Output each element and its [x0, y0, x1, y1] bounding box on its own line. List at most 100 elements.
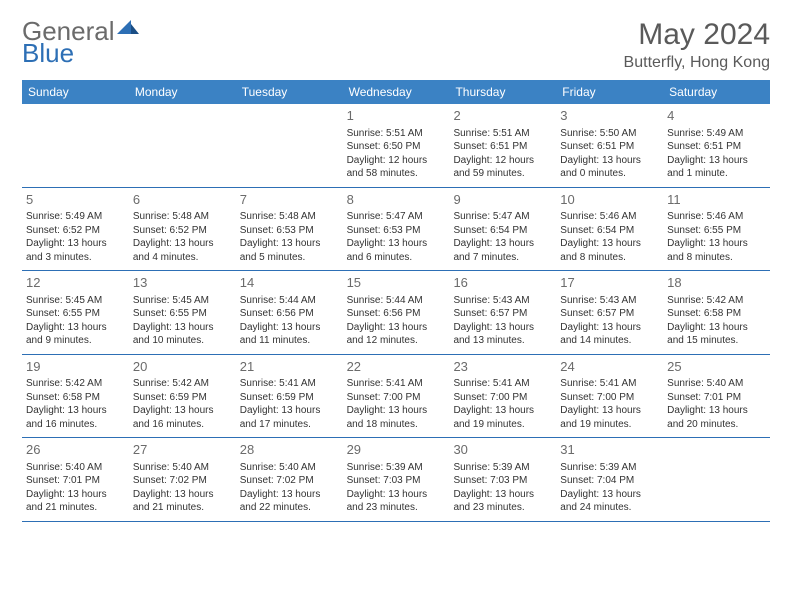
sunset-line: Sunset: 6:54 PM: [560, 224, 659, 238]
day-number: 13: [133, 274, 232, 292]
day-cell: 8Sunrise: 5:47 AMSunset: 6:53 PMDaylight…: [343, 188, 450, 271]
sunset-line: Sunset: 6:51 PM: [560, 140, 659, 154]
sunrise-line: Sunrise: 5:40 AM: [133, 461, 232, 475]
day-number: 29: [347, 441, 446, 459]
day-number: 12: [26, 274, 125, 292]
daylight-line: Daylight: 13 hours and 16 minutes.: [26, 404, 125, 431]
day-cell: 26Sunrise: 5:40 AMSunset: 7:01 PMDayligh…: [22, 438, 129, 521]
daylight-line: Daylight: 13 hours and 12 minutes.: [347, 321, 446, 348]
sunset-line: Sunset: 7:01 PM: [26, 474, 125, 488]
daylight-line: Daylight: 13 hours and 4 minutes.: [133, 237, 232, 264]
week-row: 5Sunrise: 5:49 AMSunset: 6:52 PMDaylight…: [22, 188, 770, 272]
sunrise-line: Sunrise: 5:42 AM: [133, 377, 232, 391]
day-cell: 3Sunrise: 5:50 AMSunset: 6:51 PMDaylight…: [556, 104, 663, 187]
daylight-line: Daylight: 13 hours and 19 minutes.: [560, 404, 659, 431]
day-cell: 28 Sunrise: 5:40 AMSunset: 7:02 PMDayligh…: [236, 438, 343, 521]
daylight-line: Daylight: 13 hours and 19 minutes.: [453, 404, 552, 431]
header: GeneralBlue May 2024 Butterfly, Hong Kon…: [22, 18, 770, 72]
sunset-line: Sunset: 6:55 PM: [133, 307, 232, 321]
sunrise-line: Sunrise: 5:41 AM: [453, 377, 552, 391]
sunrise-line: Sunrise: 5:40 AM: [240, 461, 339, 475]
sunset-line: Sunset: 6:55 PM: [667, 224, 766, 238]
sunrise-line: Sunrise: 5:46 AM: [667, 210, 766, 224]
sunset-line: Sunset: 7:03 PM: [453, 474, 552, 488]
sunrise-line: Sunrise: 5:48 AM: [133, 210, 232, 224]
day-cell-blank: [236, 104, 343, 187]
day-number: 2: [453, 107, 552, 125]
sunset-line: Sunset: 7:04 PM: [560, 474, 659, 488]
day-number: 3: [560, 107, 659, 125]
weeks-container: 1 Sunrise: 5:51 AM Sunset: 6:50 PM Daylight…: [22, 104, 770, 522]
daylight-line: Daylight: 13 hours and 6 minutes.: [347, 237, 446, 264]
day-cell-blank: [129, 104, 236, 187]
week-row: 12Sunrise: 5:45 AMSunset: 6:55 PMDayligh…: [22, 271, 770, 355]
day-cell: 5Sunrise: 5:49 AMSunset: 6:52 PMDaylight…: [22, 188, 129, 271]
sunrise-line: Sunrise: 5:48 AM: [240, 210, 339, 224]
sunrise-line: Sunrise: 5:50 AM: [560, 127, 659, 141]
sunrise-line: Sunrise: 5:51 AM: [453, 127, 552, 141]
day-number: 26: [26, 441, 125, 459]
brand-logo: GeneralBlue: [22, 18, 139, 66]
daylight-line: Daylight: 13 hours and 15 minutes.: [667, 321, 766, 348]
day-number: 6: [133, 191, 232, 209]
day-cell: 1Sunrise: 5:51 AMSunset: 6:50 PMDaylight…: [343, 104, 450, 187]
day-number: 9: [453, 191, 552, 209]
day-cell: 20Sunrise: 5:42 AMSunset: 6:59 PMDayligh…: [129, 355, 236, 438]
sunset-line: Sunset: 6:53 PM: [347, 224, 446, 238]
day-number: 1: [347, 107, 446, 125]
sunset-line: Sunset: 6:58 PM: [667, 307, 766, 321]
daylight-line: Daylight: 13 hours and 13 minutes.: [453, 321, 552, 348]
day-cell: 12Sunrise: 5:45 AMSunset: 6:55 PMDayligh…: [22, 271, 129, 354]
day-number: 22: [347, 358, 446, 376]
daylight-line: Daylight: 13 hours and 22 minutes.: [240, 488, 339, 515]
day-number: 17: [560, 274, 659, 292]
day-number: 31: [560, 441, 659, 459]
weekday-header-row: SundayMondayTuesdayWednesdayThursdayFrid…: [22, 80, 770, 104]
day-cell: 21Sunrise: 5:41 AMSunset: 6:59 PMDayligh…: [236, 355, 343, 438]
weekday-header: Sunday: [22, 80, 129, 104]
day-number: 10: [560, 191, 659, 209]
weekday-header: Tuesday: [236, 80, 343, 104]
day-number: 11: [667, 191, 766, 209]
brand-mark-icon: [117, 12, 139, 28]
sunset-line: Sunset: 6:56 PM: [347, 307, 446, 321]
day-cell: 22Sunrise: 5:41 AMSunset: 7:00 PMDayligh…: [343, 355, 450, 438]
day-number: 24: [560, 358, 659, 376]
daylight-line: Daylight: 13 hours and 18 minutes.: [347, 404, 446, 431]
day-cell: 2 Sunrise: 5:51 AMSunset: 6:51 PMDaylight…: [449, 104, 556, 187]
sunrise-line: Sunrise: 5:49 AM: [667, 127, 766, 141]
sunrise-line: Sunrise: 5:47 AM: [347, 210, 446, 224]
daylight-line: Daylight: 13 hours and 20 minutes.: [667, 404, 766, 431]
daylight-line: Daylight: 13 hours and 7 minutes.: [453, 237, 552, 264]
sunrise-line: Sunrise: 5:41 AM: [240, 377, 339, 391]
sunset-line: Sunset: 6:51 PM: [453, 140, 552, 154]
sunrise-line: Sunrise: 5:44 AM: [347, 294, 446, 308]
day-number: 28: [240, 441, 339, 459]
sunset-line: Sunset: 7:00 PM: [347, 391, 446, 405]
week-row: 19Sunrise: 5:42 AMSunset: 6:58 PMDayligh…: [22, 355, 770, 439]
day-number: 16: [453, 274, 552, 292]
daylight-line: Daylight: 12 hours and 59 minutes.: [453, 154, 552, 181]
daylight-line: Daylight: 13 hours and 23 minutes.: [347, 488, 446, 515]
daylight-line: Daylight: 13 hours and 21 minutes.: [26, 488, 125, 515]
sunrise-line: Sunrise: 5:39 AM: [453, 461, 552, 475]
location: Butterfly, Hong Kong: [624, 54, 770, 72]
daylight-line: Daylight: 13 hours and 8 minutes.: [667, 237, 766, 264]
daylight-line: Daylight: 13 hours and 3 minutes.: [26, 237, 125, 264]
sunrise-line: Sunrise: 5:44 AM: [240, 294, 339, 308]
sunset-line: Sunset: 6:50 PM: [347, 140, 446, 154]
day-cell: 17Sunrise: 5:43 AMSunset: 6:57 PMDayligh…: [556, 271, 663, 354]
sunset-line: Sunset: 7:02 PM: [240, 474, 339, 488]
daylight-line: Daylight: 13 hours and 10 minutes.: [133, 321, 232, 348]
sunset-line: Sunset: 6:51 PM: [667, 140, 766, 154]
daylight-line: Daylight: 13 hours and 1 minute.: [667, 154, 766, 181]
day-cell: 4 Sunrise: 5:49 AMSunset: 6:51 PMDaylight…: [663, 104, 770, 187]
sunrise-line: Sunrise: 5:39 AM: [347, 461, 446, 475]
sunset-line: Sunset: 6:59 PM: [240, 391, 339, 405]
sunset-line: Sunset: 6:55 PM: [26, 307, 125, 321]
day-number: 4: [667, 107, 766, 125]
day-cell: 19Sunrise: 5:42 AMSunset: 6:58 PMDayligh…: [22, 355, 129, 438]
day-cell: 31Sunrise: 5:39 AMSunset: 7:04 PMDayligh…: [556, 438, 663, 521]
day-number: 14: [240, 274, 339, 292]
day-number: 18: [667, 274, 766, 292]
